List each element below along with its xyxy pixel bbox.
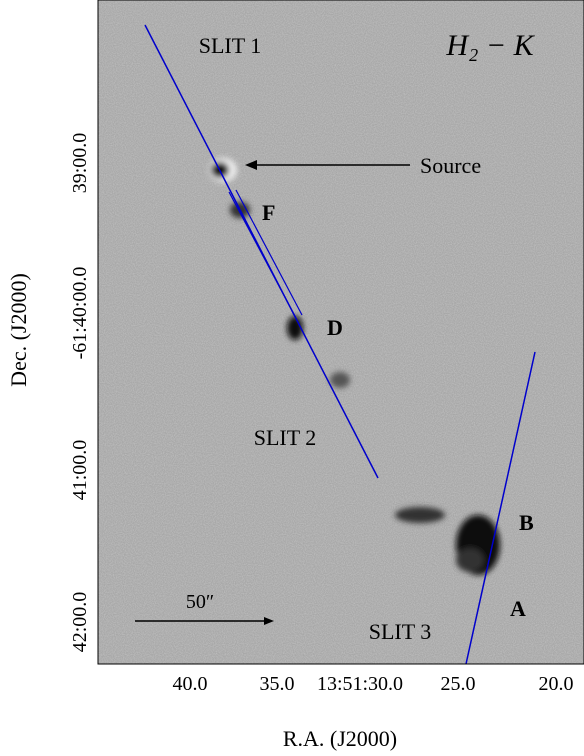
knot-label: F (262, 200, 275, 225)
x-tick-label: 25.0 (441, 673, 476, 695)
knot-label: D (327, 315, 343, 340)
slit-label: SLIT 3 (369, 619, 432, 644)
x-tick-label: 35.0 (260, 673, 295, 695)
frame (97, 0, 584, 665)
image (98, 0, 584, 664)
x-tick-label: 13:51:30.0 (317, 673, 403, 695)
x-axis-label: R.A. (J2000) (283, 726, 397, 751)
x-tick-label: 40.0 (173, 673, 208, 695)
knot-label: B (519, 510, 534, 535)
y-tick-label: 41:00.0 (69, 440, 91, 501)
knot-label: A (510, 596, 526, 621)
y-tick-label: -61:40:00.0 (69, 267, 91, 360)
slit-label: SLIT 2 (254, 425, 317, 450)
image-label: H₂ − K (445, 29, 535, 62)
scale-bar-label: 50″ (186, 591, 214, 613)
slit-label: SLIT 1 (199, 33, 262, 58)
y-tick-label: 42:00.0 (69, 592, 91, 653)
source-label: Source (420, 153, 481, 178)
x-tick-label: 20.0 (539, 673, 574, 695)
y-axis-label: Dec. (J2000) (6, 273, 31, 387)
y-tick-label: 39:00.0 (69, 133, 91, 194)
